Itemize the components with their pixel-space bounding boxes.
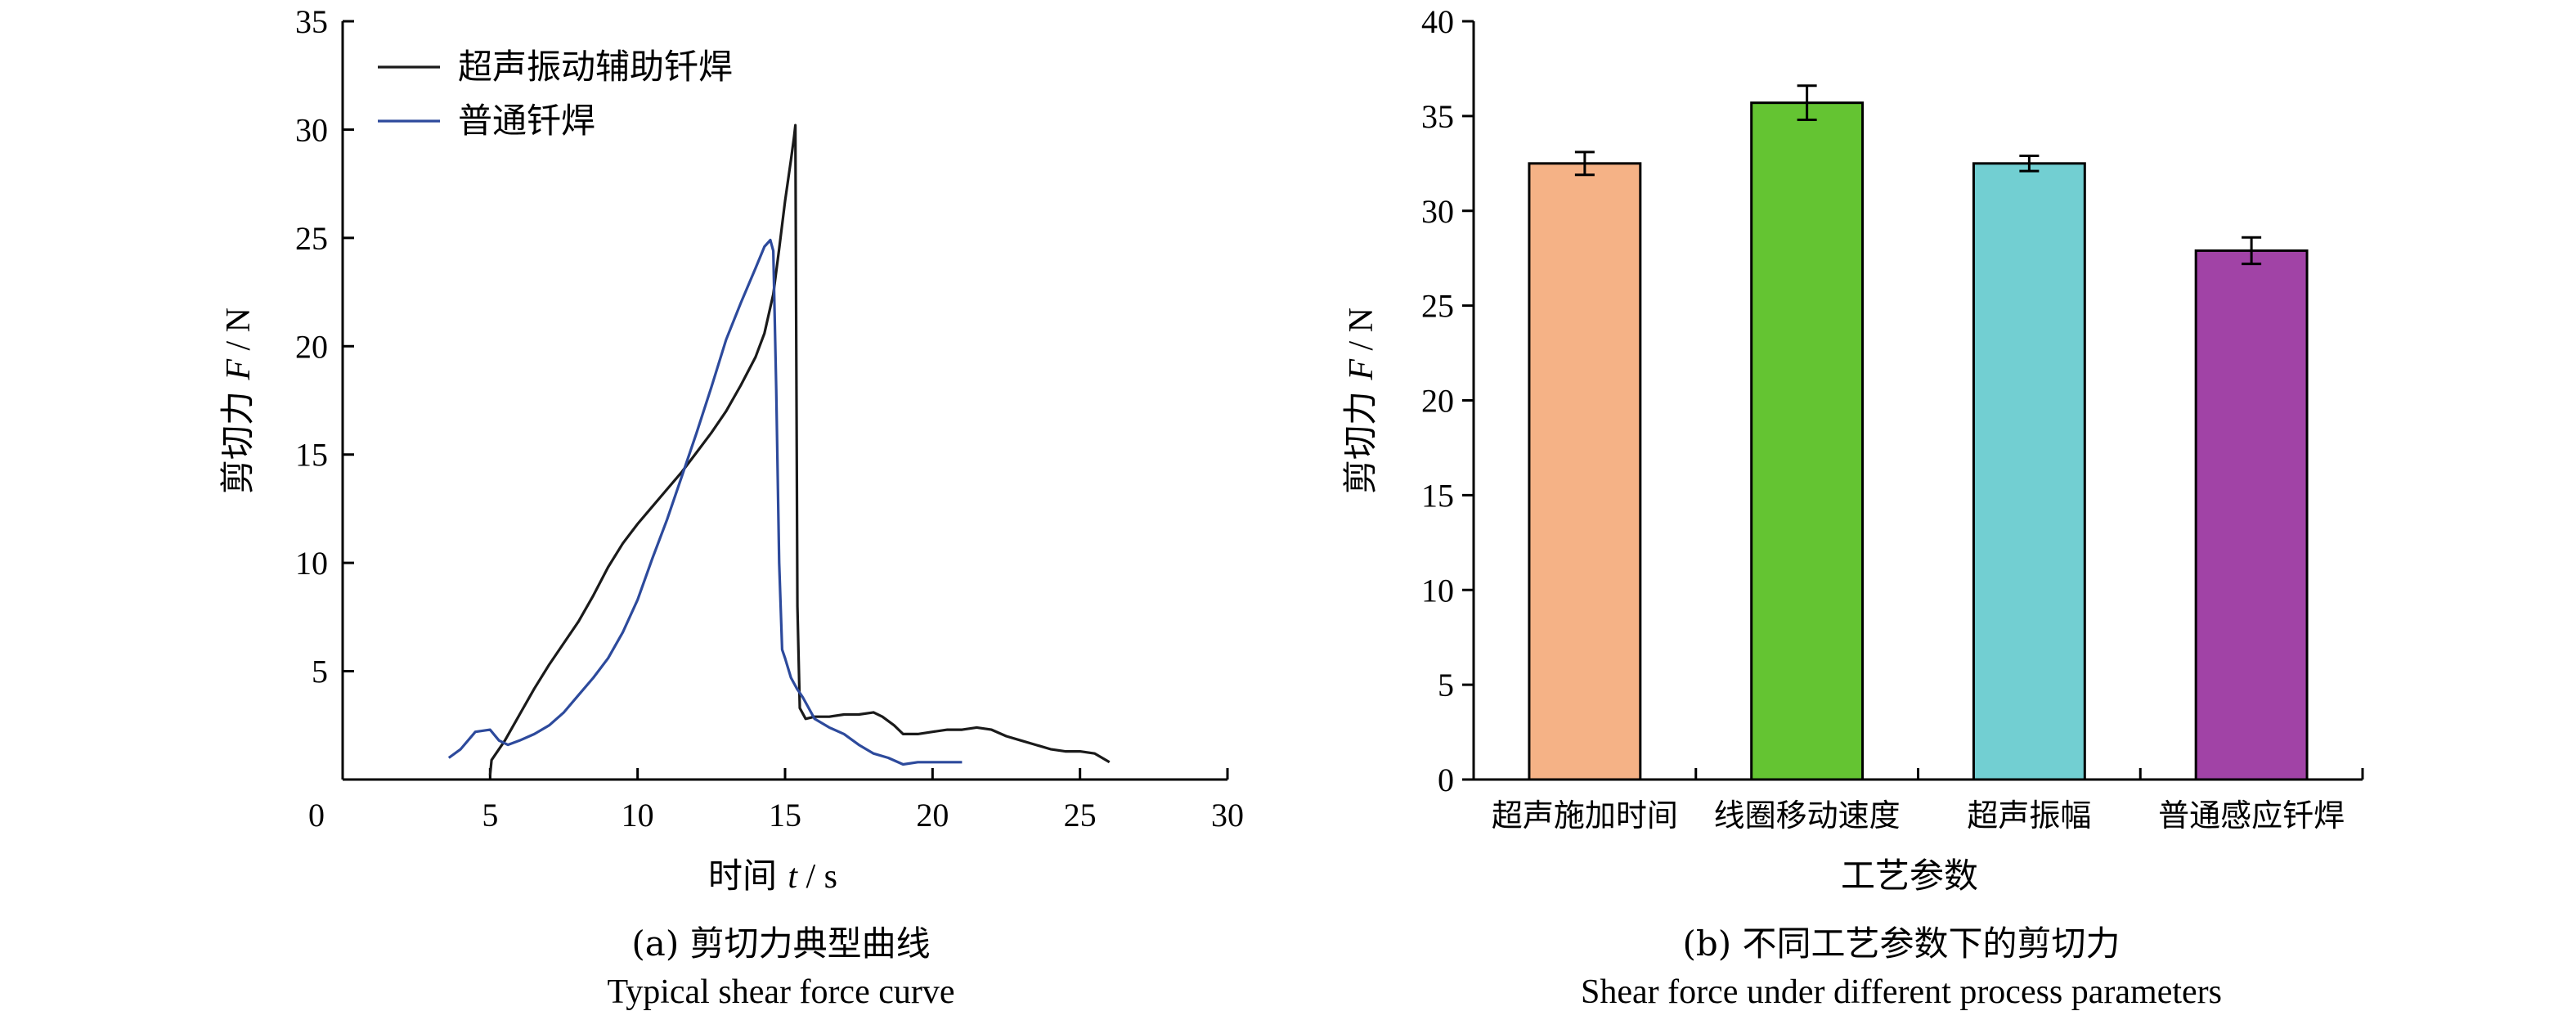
y-axis-title: 剪切力 F / N: [1340, 308, 1380, 494]
series-line-ultrasonic: [488, 124, 1111, 775]
x-axis-title: 时间 t / s: [708, 856, 837, 896]
bar: [1972, 162, 2086, 781]
legend-label-ultrasonic: 超声振动辅助钎焊: [458, 47, 733, 87]
x-tick-label: 0: [308, 797, 325, 834]
bar: [2194, 249, 2309, 781]
y-tick-label: 25: [1421, 288, 1454, 325]
bar-chart-panel: 0 5 10 15 20 25 30 35 40 超声施加时间 线圈移动速度 超声振幅 普通感应钎焊 工…: [1340, 3, 2364, 1011]
y-tick-label: 20: [1421, 383, 1454, 420]
x-axis-title: 工艺参数: [1841, 856, 1978, 896]
bar: [1528, 162, 1642, 781]
y-axis-title: 剪切力 F / N: [218, 308, 258, 494]
y-tick-label: 25: [295, 220, 328, 257]
category-label: 超声施加时间: [1492, 798, 1678, 834]
y-tick-label: 30: [1421, 193, 1454, 230]
y-tick-label: 35: [295, 3, 328, 40]
category-label: 线圈移动速度: [1714, 798, 1901, 834]
caption-a: (a) 剪切力典型曲线: [631, 923, 930, 964]
bar-chart-bars: [1528, 84, 2309, 781]
y-tick-label: 5: [1438, 667, 1454, 703]
line-chart-axes: 0 5 10 15 20 25 30 5 10 15 20 25 30 35: [295, 3, 1244, 834]
caption-b: (b) 不同工艺参数下的剪切力: [1682, 923, 2120, 964]
series-line-conventional: [447, 238, 963, 766]
caption-b-en: Shear force under different process para…: [1581, 973, 2222, 1011]
category-label: 超声振幅: [1967, 798, 2091, 834]
y-tick-label: 30: [295, 111, 328, 148]
y-tick-label: 0: [1438, 762, 1454, 798]
x-tick-label: 25: [1064, 797, 1097, 834]
line-chart-legend: 超声振动辅助钎焊 普通钎焊: [378, 47, 733, 141]
y-tick-label: 5: [312, 654, 328, 690]
category-label: 普通感应钎焊: [2158, 798, 2345, 834]
bar: [1750, 101, 1865, 781]
y-tick-label: 15: [1421, 477, 1454, 514]
x-tick-label: 5: [482, 797, 498, 834]
y-tick-label: 40: [1421, 3, 1454, 40]
y-tick-label: 20: [295, 328, 328, 365]
legend-label-conventional: 普通钎焊: [458, 101, 595, 141]
x-tick-label: 10: [622, 797, 654, 834]
y-tick-label: 15: [295, 437, 328, 474]
caption-a-en: Typical shear force curve: [608, 973, 955, 1011]
x-tick-label: 30: [1211, 797, 1244, 834]
y-tick-label: 10: [295, 545, 328, 582]
x-tick-label: 15: [769, 797, 801, 834]
y-tick-label: 10: [1421, 572, 1454, 609]
x-tick-label: 20: [916, 797, 949, 834]
y-tick-label: 35: [1421, 98, 1454, 135]
line-chart-series: [447, 124, 1111, 775]
